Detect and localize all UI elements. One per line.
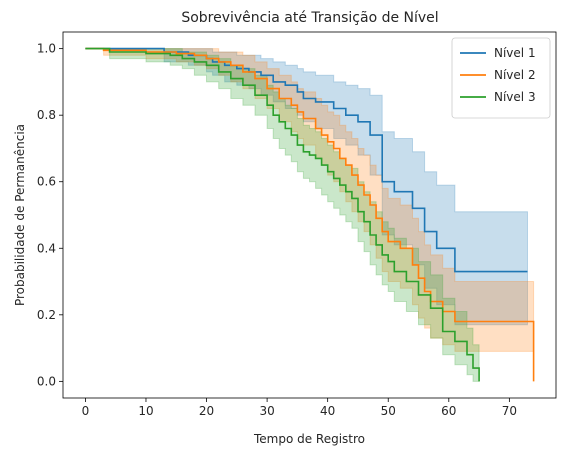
y-axis-ticks: 0.0 0.2 0.4 0.6 0.8 1.0 [37, 42, 63, 388]
x-axis-title: Tempo de Registro [253, 432, 365, 446]
ci-band-series-3 [85, 48, 480, 382]
y-tick-label: 0.2 [37, 308, 56, 322]
x-tick-label: 60 [441, 404, 456, 418]
legend: Nível 1 Nível 2 Nível 3 [451, 37, 551, 119]
legend-label: Nível 1 [494, 46, 536, 60]
plot-area [85, 47, 535, 382]
axes-frame [62, 31, 557, 399]
y-tick-label: 0.0 [37, 374, 56, 388]
y-tick-label: 0.6 [37, 175, 56, 189]
y-tick-label: 1.0 [37, 42, 56, 56]
y-tick-label: 0.8 [37, 108, 56, 122]
x-tick-label: 70 [502, 404, 517, 418]
legend-label: Nível 2 [494, 68, 536, 82]
legend-label: Nível 3 [494, 90, 536, 104]
y-axis-title: Probabilidade de Permanência [13, 124, 27, 306]
x-axis-ticks: 0 10 20 30 40 50 60 70 [82, 398, 517, 418]
x-tick-label: 40 [320, 404, 335, 418]
ci-band-series-1 [85, 48, 528, 326]
legend-box [451, 37, 551, 119]
survival-lines [85, 47, 535, 382]
survival-line-series-3 [85, 47, 480, 382]
y-tick-label: 0.4 [37, 241, 56, 255]
survival-line-series-1 [85, 47, 528, 273]
x-tick-label: 20 [199, 404, 214, 418]
x-tick-label: 30 [259, 404, 274, 418]
x-tick-label: 0 [82, 404, 90, 418]
survival-line-series-2 [85, 47, 535, 382]
x-tick-label: 50 [381, 404, 396, 418]
x-tick-label: 10 [138, 404, 153, 418]
chart-title: Sobrevivência até Transição de Nível [181, 10, 438, 26]
